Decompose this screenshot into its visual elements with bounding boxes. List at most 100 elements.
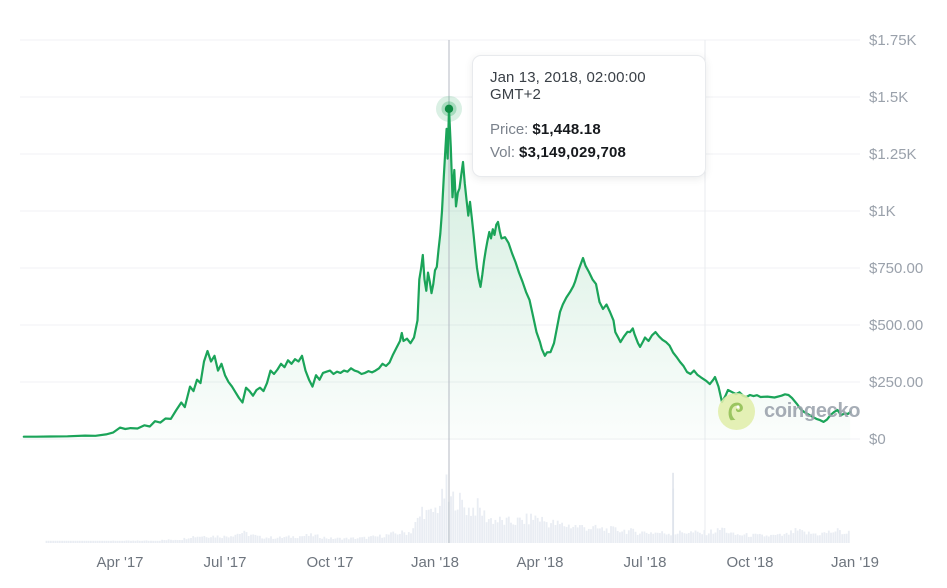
volume-bar [507,516,510,543]
volume-bar [112,540,115,543]
volume-bar [610,526,612,543]
volume-bar [767,536,770,543]
volume-bar [285,536,288,543]
price-line [22,107,852,438]
volume-bar [779,533,781,543]
volume-bar [559,524,561,543]
volume-bar [832,532,835,543]
volume-bar [401,530,403,543]
volume-bar [450,496,452,543]
volume-bar [512,524,515,543]
volume-bar [632,528,635,543]
volume-bar [94,540,97,543]
tooltip-volume-row: Vol: $3,149,029,708 [490,141,688,164]
volume-bar [403,532,406,543]
volume-spike-bar [672,472,674,543]
volume-bar [379,534,381,543]
volume-bar [441,488,443,543]
y-axis-label: $0 [869,431,886,448]
volume-bar [590,529,592,543]
volume-bar [267,538,270,543]
volume-bar [781,535,783,543]
volume-bar [178,540,181,543]
volume-bar [687,533,690,543]
volume-bar [801,530,804,543]
volume-bar [67,540,70,543]
volume-bar [616,531,619,543]
volume-bar [550,523,552,543]
volume-bar [47,540,50,543]
volume-bar [676,533,679,543]
volume-bar [625,533,628,543]
y-axis-label: $1K [869,203,896,220]
volume-bar [654,532,657,543]
volume-bar [281,538,283,543]
volume-bar [663,533,666,543]
volume-bar [732,532,735,543]
volume-bar [799,529,801,543]
volume-bar [605,528,608,543]
volume-bar [125,540,128,543]
volume-bar [470,515,472,543]
volume-bar [227,537,230,543]
volume-bar [290,537,292,543]
volume-bar [205,537,208,543]
volume-bar [530,513,532,543]
volume-bar [70,540,72,543]
volume-bar [643,531,646,543]
volume-bar [572,526,575,543]
volume-bar [499,516,501,543]
volume-bar [118,540,121,543]
volume-bar [719,530,721,543]
volume-bar [107,540,110,543]
volume-bar [816,535,819,543]
volume-bar [812,533,815,543]
volume-bar [161,539,163,543]
volume-bar [327,539,330,543]
volume-bar [501,520,503,543]
volume-bar [376,536,379,543]
volume-bar [670,535,672,543]
volume-bar [803,531,806,543]
volume-bar [254,534,257,543]
volume-bar [527,524,530,543]
volume-bar [454,510,457,543]
volume-bar [141,540,143,543]
volume-bar [130,540,132,543]
volume-bar [583,527,586,543]
volume-bar [747,536,750,543]
highlight-marker-dot[interactable] [444,104,454,114]
volume-bar [467,507,470,543]
volume-bar [536,517,539,543]
volume-bar [710,529,712,543]
volume-bar [78,540,81,543]
volume-bar [234,534,237,543]
volume-bar [352,537,355,543]
volume-bar [287,535,290,543]
volume-bar [54,540,57,543]
x-axis-label: Jan '18 [411,554,459,571]
volume-bar [183,537,186,543]
volume-bar [752,533,755,543]
volume-bar [167,539,170,543]
volume-bar [185,539,188,543]
volume-bar [81,540,83,543]
volume-bar [203,536,206,543]
volume-bar [381,537,383,543]
volume-bar [543,521,546,543]
volume-bar [561,522,563,543]
volume-bar [565,526,568,543]
x-axis-label: Apr '18 [516,554,563,571]
volume-bar [581,525,583,543]
volume-bar [123,540,126,543]
volume-bar [96,540,99,543]
volume-bar [332,539,335,543]
volume-bar [259,535,261,543]
volume-bar [621,531,623,543]
volume-bar [743,534,746,543]
volume-bar [223,535,226,543]
volume-bar [614,527,617,543]
volume-bar [645,532,648,543]
volume-bar [756,534,759,543]
